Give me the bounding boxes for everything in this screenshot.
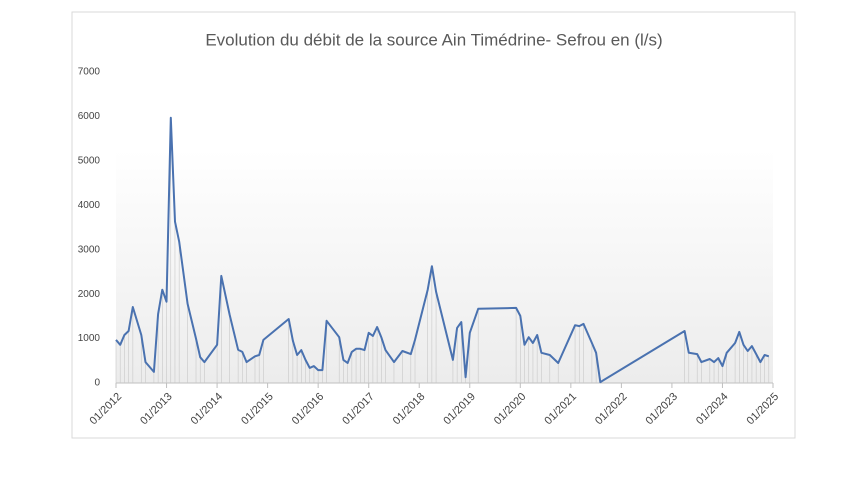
y-tick-label: 5000 <box>78 155 101 166</box>
y-tick-label: 7000 <box>78 67 101 78</box>
y-tick-label: 2000 <box>78 289 101 300</box>
data-line <box>115 116 770 384</box>
y-tick-label: 6000 <box>78 111 101 122</box>
y-tick-label: 4000 <box>78 200 101 211</box>
y-tick-label: 3000 <box>78 244 101 255</box>
y-tick-label: 1000 <box>78 333 101 344</box>
chart-title: Evolution du débit de la source Ain Timé… <box>205 30 662 49</box>
y-tick-label: 0 <box>94 378 100 389</box>
